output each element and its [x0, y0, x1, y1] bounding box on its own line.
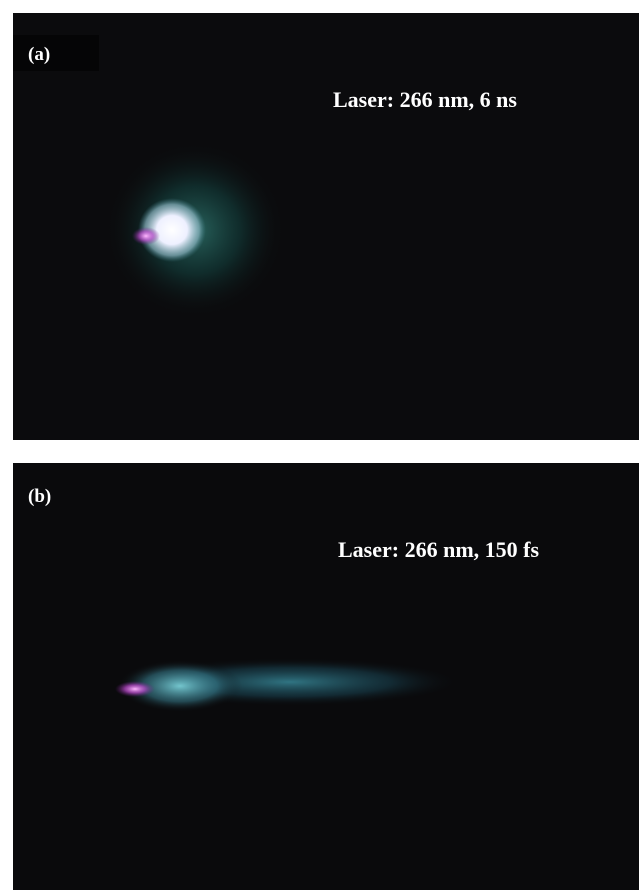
plume-tip: [115, 681, 155, 697]
label-box: [13, 35, 99, 71]
plasma-tip: [132, 227, 160, 245]
figure: (a) Laser: 266 nm, 6 ns (b) Laser: 266 n…: [0, 0, 639, 890]
panel-caption: Laser: 266 nm, 150 fs: [338, 537, 539, 562]
panel-a: (a) Laser: 266 nm, 6 ns: [13, 13, 639, 440]
panel-b: (b) Laser: 266 nm, 150 fs: [13, 463, 639, 890]
panel-label: (a): [28, 44, 50, 65]
page: (a) Laser: 266 nm, 6 ns (b) Laser: 266 n…: [0, 0, 639, 890]
panel-label: (b): [28, 486, 51, 507]
panel-caption: Laser: 266 nm, 6 ns: [333, 87, 517, 112]
